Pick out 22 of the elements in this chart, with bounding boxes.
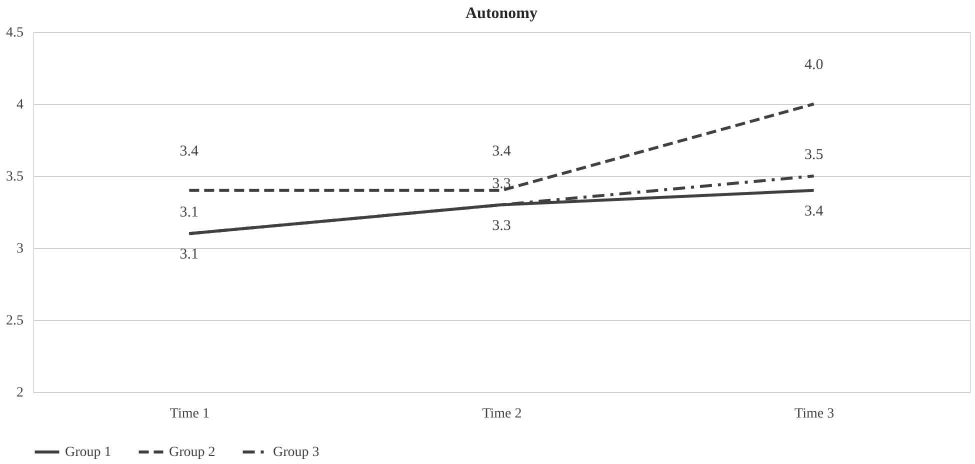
y-tick-label: 2.5 [6,314,24,328]
y-tick-label: 4.5 [6,26,24,40]
data-label: 3.1 [180,246,199,263]
x-tick-label: Time 2 [482,406,522,422]
legend-label: Group 2 [169,445,216,460]
data-label: 3.3 [492,176,511,192]
y-tick-label: 4 [16,98,24,112]
data-label: 3.4 [804,203,824,220]
y-tick-label: 3 [16,242,24,256]
legend-label: Group 1 [65,445,112,460]
legend-label: Group 3 [273,445,320,460]
data-label: 3.5 [804,147,824,163]
data-label: 3.4 [180,143,200,160]
y-tick-label: 2 [16,386,24,400]
x-tick-label: Time 3 [794,406,834,422]
x-tick-label: Time 1 [170,406,210,422]
data-label: 3.4 [492,143,512,160]
data-label: 3.1 [180,204,199,221]
y-tick-label: 3.5 [6,170,24,184]
data-label: 3.3 [492,218,511,234]
data-label: 4.0 [804,57,824,73]
chart-title: Autonomy [465,5,538,22]
